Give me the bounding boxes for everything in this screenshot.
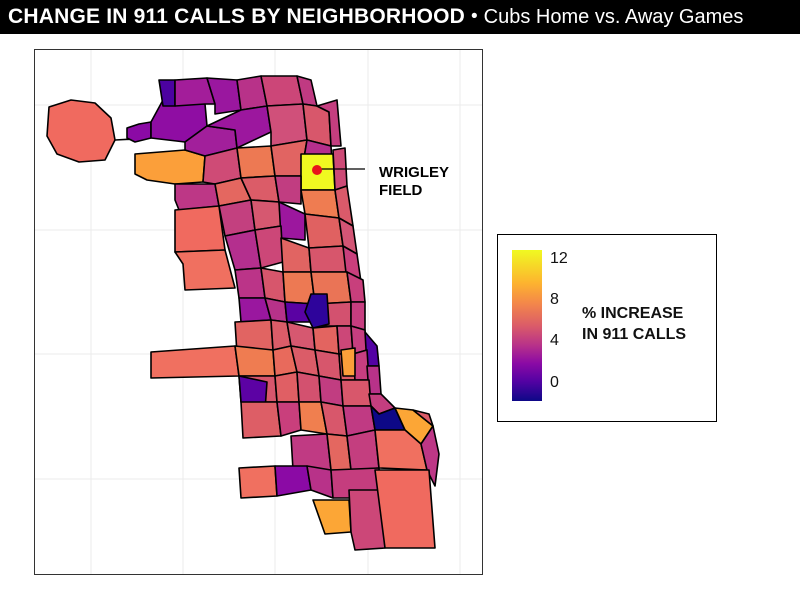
neighborhood-mckinley: [304, 293, 330, 329]
legend-title: % INCREASE IN 911 CALLS: [582, 303, 686, 345]
neighborhood-riverdale: [348, 489, 386, 551]
wrigley-field-marker: [312, 165, 322, 175]
neighborhood-dunning: [134, 149, 206, 185]
neighborhood-austin: [174, 249, 236, 291]
neighborhood-ashburn: [240, 401, 282, 439]
wrigley-label-line1: WRIGLEY: [379, 164, 449, 181]
neighborhood-west-englewood: [296, 371, 322, 403]
neighborhood-morgan-park: [274, 465, 312, 497]
neighborhood-beverly-orange: [312, 499, 352, 535]
title-separator: •: [471, 6, 478, 27]
legend-tick-0: 0: [550, 374, 559, 391]
neighborhood-albany-park: [236, 145, 276, 179]
neighborhood-north-top-b: [174, 77, 216, 107]
legend-title-line1: % INCREASE: [582, 305, 684, 322]
neighborhood-west-garfield: [234, 267, 266, 299]
neighborhood-humboldt-park-n: [250, 199, 282, 231]
neighborhood-north-center: [274, 175, 302, 205]
legend-title-line2: IN 911 CALLS: [582, 326, 687, 343]
map-subtitle: Cubs Home vs. Away Games: [483, 5, 744, 28]
legend-tick-4: 4: [550, 332, 559, 349]
neighborhood-north-park: [266, 103, 308, 147]
legend-color-bar: [512, 250, 542, 401]
neighborhood-edgewater: [316, 99, 342, 147]
neighborhood-rogers-park-a: [260, 75, 304, 107]
map-panel: WRIGLEY FIELD: [34, 49, 483, 575]
neighborhood-west-town: [254, 225, 284, 269]
legend-tick-8: 8: [550, 291, 559, 308]
neighborhoods: [46, 75, 440, 551]
neighborhood-west-elsdon: [234, 345, 276, 377]
neighborhood-montclare: [174, 205, 226, 253]
neighborhood-auburn-gresham: [276, 401, 302, 437]
title-bar: CHANGE IN 911 CALLS BY NEIGHBORHOOD • Cu…: [0, 0, 800, 34]
neighborhood-garfield-ridge: [150, 345, 240, 379]
neighborhood-hyde-park: [340, 347, 356, 377]
neighborhood-near-north: [280, 237, 312, 273]
neighborhood-loop-east: [346, 271, 366, 303]
map-title: CHANGE IN 911 CALLS BY NEIGHBORHOOD: [8, 5, 466, 28]
neighborhood-far-northwest-a: [126, 121, 152, 143]
neighborhood-beverly-s: [306, 465, 334, 499]
neighborhood-wrightwood: [290, 433, 332, 471]
neighborhood-east-side: [412, 409, 434, 427]
neighborhood-woodlawn: [340, 379, 372, 407]
neighborhood-lincoln-park: [304, 213, 344, 249]
wrigley-label-line2: FIELD: [379, 182, 422, 199]
neighborhood-near-north-lake: [308, 245, 348, 273]
neighborhood-chicago-lawn: [274, 371, 300, 403]
neighborhood-roseland-w: [346, 429, 380, 471]
legend-tick-12: 12: [550, 250, 568, 267]
neighborhood-hegewisch: [374, 469, 436, 549]
neighborhood-east-garfield: [260, 267, 286, 303]
neighborhood-bucktown: [278, 201, 306, 241]
chicago-map: WRIGLEY FIELD: [35, 50, 482, 574]
neighborhood-hegewisch-n: [420, 425, 440, 487]
neighborhood-ohare: [46, 99, 116, 163]
neighborhood-mount-greenwood: [238, 465, 278, 499]
legend: 12 8 4 0 % INCREASE IN 911 CALLS: [497, 234, 717, 422]
neighborhood-north-top-c: [206, 77, 242, 115]
